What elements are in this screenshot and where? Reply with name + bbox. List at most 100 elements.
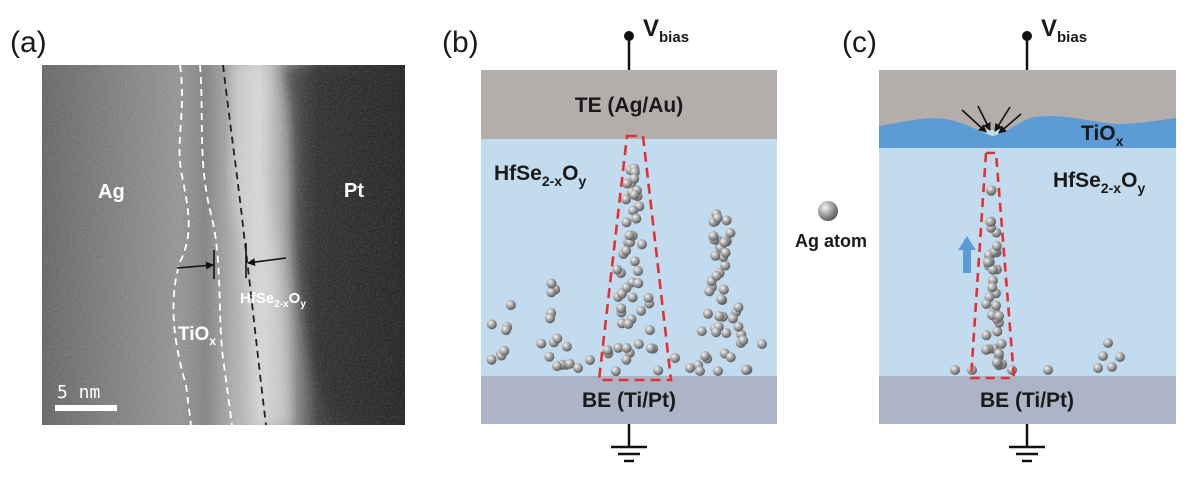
ag-atom	[719, 237, 730, 248]
ag-atom	[624, 230, 635, 241]
tiox-thickness-arrow	[176, 261, 214, 270]
ag-atom	[573, 363, 583, 373]
vbias-label-b: Vbias	[643, 15, 689, 46]
ag-atom	[621, 343, 632, 353]
ag-atom	[653, 365, 664, 376]
ag-atom	[992, 326, 1003, 337]
oxidation-arrow-2	[977, 105, 991, 131]
ag-atom	[546, 287, 557, 298]
ag-atom	[637, 239, 647, 250]
ag-atom	[711, 327, 722, 338]
ag-atom	[696, 326, 707, 337]
ag-atom	[716, 294, 727, 305]
scale-bar	[55, 405, 117, 411]
top-electrode-label-b: TE (Ag/Au)	[575, 94, 683, 117]
ag-atom	[623, 319, 634, 329]
ag-atom	[636, 305, 647, 316]
ag-atom	[631, 213, 642, 224]
migration-up-arrow	[958, 236, 976, 273]
ag-atom	[633, 278, 644, 289]
ag-atom	[721, 215, 732, 226]
oxide-layer-c	[879, 130, 1176, 376]
bottom-electrode-b	[481, 376, 777, 424]
scale-bar-label: 5 nm	[57, 382, 100, 403]
ag-atom	[486, 354, 497, 365]
ag-atom	[713, 366, 723, 376]
filament-region-c	[969, 151, 1016, 380]
label-ag: Ag	[98, 181, 125, 203]
ag-atom	[711, 270, 722, 281]
ag-atom	[986, 185, 997, 196]
ag-atom	[564, 358, 575, 369]
ag-atom	[695, 366, 705, 376]
ag-atom	[552, 333, 563, 344]
ag-atom	[718, 284, 729, 295]
label-hfseo-a: HfSe2-xOy	[240, 290, 306, 310]
ag-atom	[621, 217, 632, 228]
ag-atom	[499, 345, 510, 356]
ag-atom	[629, 256, 640, 267]
tiox-layer-c	[879, 116, 1176, 148]
tiox-label-c: TiOx	[1081, 122, 1124, 149]
ag-atom	[991, 357, 1002, 368]
ag-atom	[545, 313, 555, 324]
ag-atom	[685, 363, 695, 373]
ag-atom	[725, 228, 736, 238]
ag-atom	[505, 300, 516, 310]
terminal-node-c	[1022, 31, 1032, 41]
panel-c-label: (c)	[842, 26, 877, 59]
top-electrode-b	[481, 70, 777, 139]
ag-atom	[720, 247, 731, 258]
ag-atom	[628, 205, 639, 216]
ag-atom	[712, 213, 723, 223]
oxidation-arrow-1	[961, 109, 987, 133]
ag-atom	[987, 264, 998, 275]
ag-atom	[644, 325, 655, 336]
ag-atom	[1007, 365, 1017, 375]
ag-atom	[725, 352, 736, 363]
ag-atom	[993, 348, 1004, 359]
ag-atom	[981, 330, 992, 341]
layer-label-c: HfSe2-xOy	[1053, 169, 1145, 196]
ag-atom	[991, 300, 1001, 311]
terminal-node-b	[624, 31, 634, 41]
ag-atom	[612, 264, 623, 275]
ag-atoms-b	[486, 163, 767, 377]
ag-atom	[983, 257, 993, 268]
ag-atom	[985, 216, 996, 227]
panel-a-label: (a)	[10, 26, 47, 59]
ag-atom	[996, 338, 1007, 349]
ag-atom	[610, 366, 621, 377]
label-pt: Pt	[344, 180, 364, 202]
ag-atom	[501, 325, 511, 336]
ag-atom	[633, 339, 644, 350]
ag-atom	[536, 338, 547, 349]
ag-atom	[991, 241, 1002, 251]
ag-atom	[733, 321, 744, 332]
ag-atom	[546, 278, 557, 289]
ag-atom	[1107, 362, 1117, 372]
bottom-electrode-label-c: BE (Ti/Pt)	[980, 389, 1074, 412]
ag-atom	[621, 354, 632, 365]
ag-atom	[552, 361, 563, 372]
label-tiox-a: TiOx	[178, 324, 216, 348]
ag-atom	[950, 365, 960, 375]
ag-atom	[1093, 363, 1103, 373]
ag-atom	[544, 351, 555, 362]
ag-atom	[714, 311, 725, 322]
ag-atom	[757, 339, 767, 349]
ag-atom	[738, 335, 749, 346]
legend-atom-icon	[818, 201, 838, 221]
ag-atom	[602, 345, 613, 356]
interface-line-hfseo-pt	[222, 64, 267, 426]
ag-atom	[733, 302, 744, 313]
ag-atom	[629, 189, 640, 200]
ag-atom	[703, 308, 713, 319]
bottom-electrode-c	[879, 376, 1176, 424]
bottom-electrode-label-b: BE (Ti/Pt)	[582, 389, 676, 412]
ag-atom	[981, 344, 992, 355]
ag-atoms-c	[950, 185, 1125, 375]
ag-atom	[616, 303, 627, 314]
ag-atom	[616, 288, 627, 299]
